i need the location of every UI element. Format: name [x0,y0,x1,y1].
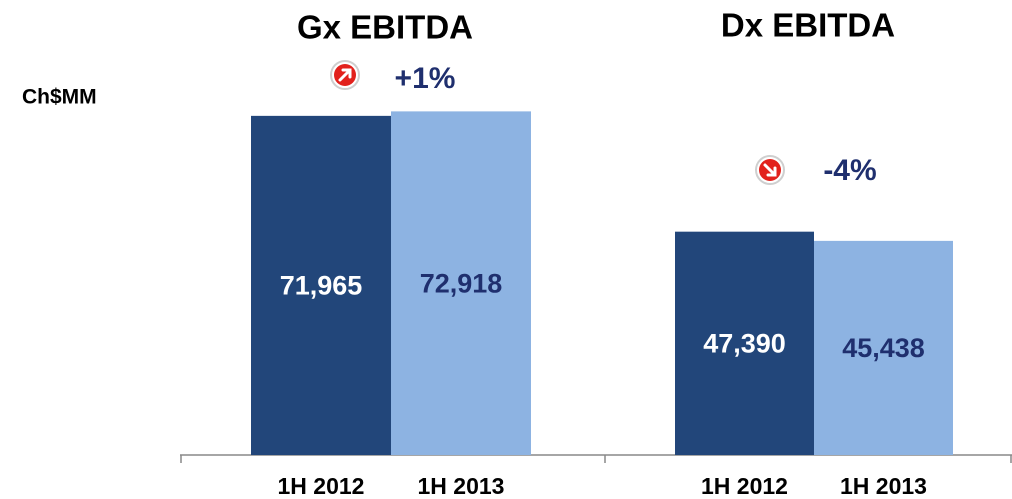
trend-icon [330,60,360,90]
x-tick-label: 1H 2012 [278,473,365,499]
x-tick-label: 1H 2012 [701,473,788,499]
chart-title: Gx EBITDA [297,9,473,46]
value-label: 47,390 [703,328,786,358]
value-label: 72,918 [420,268,503,298]
value-label: 45,438 [842,333,925,363]
bar [391,111,531,455]
trend-arrow [338,68,352,82]
y-axis-label: Ch$MM [22,86,97,109]
trend-arrow [763,163,777,177]
value-label: 71,965 [280,271,363,301]
chart-title: Dx EBITDA [721,7,895,44]
bar [814,240,953,455]
bar [251,115,391,456]
annotation: -4% [823,154,876,187]
trend-icon [755,155,785,185]
bar [675,231,814,455]
annotation: +1% [395,62,456,95]
x-tick-label: 1H 2013 [840,473,927,499]
x-tick-label: 1H 2013 [418,473,505,499]
